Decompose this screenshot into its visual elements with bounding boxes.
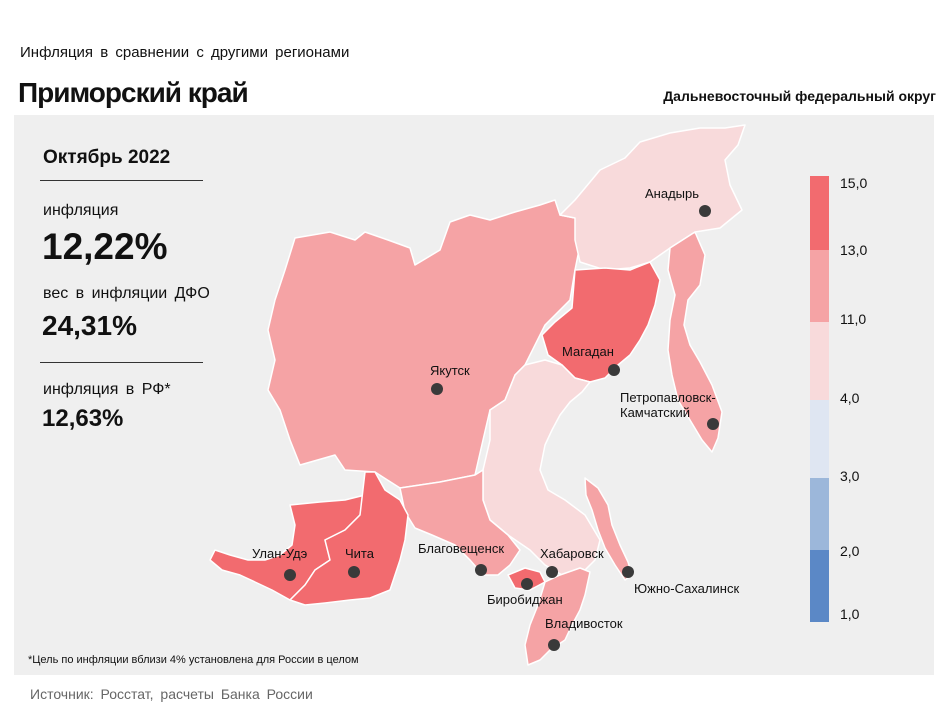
city-dot-anadyr: [699, 205, 711, 217]
city-dot-petropavlovsk: [707, 418, 719, 430]
legend-label: 11,0: [840, 311, 866, 327]
city-label-yakutsk: Якутск: [430, 363, 470, 378]
city-label-blagoveshchensk: Благовещенск: [418, 541, 504, 556]
region-kamchatka: [667, 231, 723, 453]
rf-inflation-label: инфляция в РФ*: [43, 381, 171, 398]
period-label: Октябрь 2022: [43, 147, 171, 168]
inflation-label: инфляция: [43, 202, 119, 219]
region-yakutia: [267, 199, 581, 489]
region-magadan: [541, 261, 661, 383]
city-dot-chita: [348, 566, 360, 578]
city-label-ulan-ude: Улан-Удэ: [252, 546, 308, 561]
city-dot-magadan: [608, 364, 620, 376]
city-markers: [284, 205, 719, 651]
city-dot-yuzhno-sakhalinsk: [622, 566, 634, 578]
city-dot-khabarovsk: [546, 566, 558, 578]
source-note: Источник: Росстат, расчеты Банка России: [30, 686, 313, 702]
divider: [40, 180, 203, 181]
city-label-khabarovsk: Хабаровск: [540, 546, 604, 561]
legend-swatch: [810, 322, 829, 400]
inflation-value: 12,22%: [42, 226, 168, 267]
legend-swatch: [810, 250, 829, 322]
city-dot-yakutsk: [431, 383, 443, 395]
city-label-petropavlovsk-2: Камчатский: [620, 405, 690, 420]
legend-label: 1,0: [840, 606, 860, 622]
weight-value: 24,31%: [42, 310, 137, 341]
legend-swatch: [810, 176, 829, 250]
weight-label: вес в инфляции ДФО: [43, 285, 210, 302]
page-subtitle: Инфляция в сравнении с другими регионами: [20, 44, 350, 61]
city-label-chita: Чита: [345, 546, 375, 561]
region-zabaikalsky: [289, 471, 409, 606]
footnote: *Цель по инфляции вблизи 4% установлена …: [28, 654, 359, 666]
city-dot-vladivostok: [548, 639, 560, 651]
rf-inflation-value: 12,63%: [42, 405, 124, 432]
page-title: Приморский край: [18, 77, 249, 108]
legend-label: 15,0: [840, 175, 867, 191]
region-amur: [399, 469, 521, 576]
city-label-magadan: Магадан: [562, 344, 614, 359]
city-label-anadyr: Анадырь: [645, 186, 699, 201]
legend-label: 3,0: [840, 468, 860, 484]
district-title: Дальневосточный федеральный округ: [663, 88, 936, 104]
legend-label: 2,0: [840, 543, 860, 559]
color-legend: 15,0 13,0 11,0 4,0 3,0 2,0 1,0: [810, 175, 867, 622]
legend-label: 4,0: [840, 390, 860, 406]
city-label-yuzhno-sakhalinsk: Южно-Сахалинск: [634, 581, 739, 596]
legend-swatch: [810, 550, 829, 622]
legend-swatch: [810, 400, 829, 478]
city-dot-blagoveshchensk: [475, 564, 487, 576]
city-label-vladivostok: Владивосток: [545, 616, 623, 631]
city-dot-ulan-ude: [284, 569, 296, 581]
city-label-birobidzhan: Биробиджан: [487, 592, 563, 607]
divider: [40, 362, 203, 363]
city-label-petropavlovsk-1: Петропавловск-: [620, 390, 716, 405]
region-chukotka: [559, 124, 746, 271]
city-dot-birobidzhan: [521, 578, 533, 590]
legend-label: 13,0: [840, 242, 867, 258]
legend-swatch: [810, 478, 829, 550]
